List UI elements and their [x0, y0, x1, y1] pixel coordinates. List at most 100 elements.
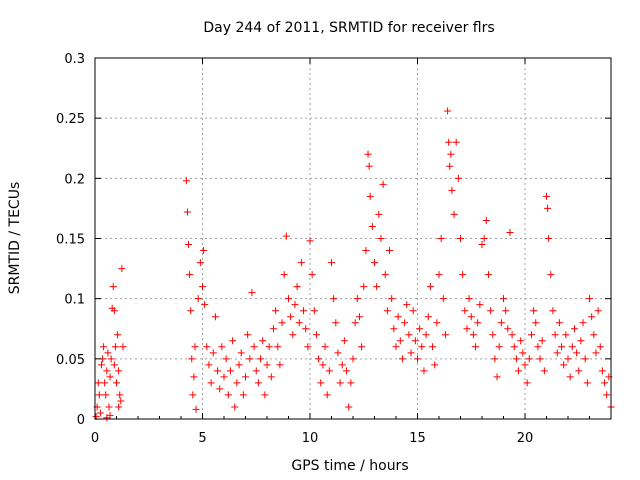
data-point: [444, 107, 452, 115]
data-point: [263, 361, 271, 369]
data-point: [297, 259, 305, 267]
data-point: [487, 307, 495, 315]
data-point: [465, 295, 473, 303]
data-point: [250, 343, 258, 351]
data-point: [115, 367, 123, 375]
data-point: [364, 150, 372, 158]
data-point: [469, 331, 477, 339]
data-point: [330, 295, 338, 303]
data-point: [101, 379, 109, 387]
data-point: [549, 307, 557, 315]
data-point: [407, 349, 415, 357]
y-tick-label: 0.1: [64, 293, 85, 308]
data-point: [583, 379, 591, 387]
data-point: [95, 391, 103, 399]
data-point: [239, 391, 247, 399]
data-point: [365, 162, 373, 170]
data-point: [276, 361, 284, 369]
data-point: [377, 235, 385, 242]
data-point: [190, 373, 198, 381]
data-point: [229, 337, 237, 345]
data-point: [420, 367, 428, 375]
data-point: [459, 271, 467, 279]
x-tick-label: 5: [198, 431, 206, 446]
data-point: [94, 379, 102, 387]
data-point: [205, 361, 213, 369]
data-point: [267, 373, 275, 381]
y-tick-label: 0.25: [56, 112, 85, 127]
data-point: [199, 283, 206, 291]
data-point: [104, 349, 112, 357]
data-point: [478, 241, 486, 249]
data-point: [105, 403, 113, 411]
x-tick-label: 15: [409, 431, 426, 446]
data-point: [463, 325, 471, 333]
data-point: [414, 355, 421, 363]
data-point: [510, 343, 518, 351]
data-point: [110, 361, 118, 369]
data-point: [272, 307, 280, 315]
data-point: [192, 405, 200, 413]
data-point: [345, 403, 353, 411]
data-point: [500, 295, 507, 303]
data-point: [118, 265, 126, 273]
data-point: [540, 367, 548, 375]
data-point: [450, 210, 458, 218]
data-point: [201, 301, 209, 309]
data-point: [220, 373, 228, 381]
data-point: [200, 247, 208, 255]
data-point: [497, 319, 505, 327]
data-point: [183, 208, 191, 216]
data-point: [577, 337, 585, 345]
data-point: [282, 232, 290, 240]
plot-frame: [94, 57, 612, 420]
data-point: [474, 319, 482, 327]
data-point: [265, 343, 273, 351]
data-point: [358, 343, 366, 351]
data-point: [325, 367, 333, 375]
data-point: [308, 271, 316, 279]
data-point: [512, 355, 520, 363]
data-point: [575, 367, 583, 375]
data-point: [467, 313, 475, 321]
data-point: [196, 259, 204, 267]
data-point: [553, 349, 561, 357]
data-point: [368, 222, 376, 230]
tick-label-layer: 0 5 10 15 20 0 0.05 0.1 0.15 0.2 0.25 0.3: [56, 52, 533, 446]
data-point: [317, 379, 325, 387]
data-point: [476, 301, 484, 309]
data-point: [100, 343, 108, 351]
chart-title: Day 244 of 2011, SRMTID for receiver flr…: [203, 20, 494, 36]
data-point: [278, 319, 286, 327]
data-point: [117, 397, 125, 405]
data-point: [383, 307, 391, 315]
data-point: [586, 295, 593, 303]
data-point: [242, 373, 249, 381]
data-point: [102, 391, 110, 399]
data-point: [403, 301, 411, 309]
data-point: [244, 331, 252, 339]
data-point: [603, 391, 611, 399]
data-point: [209, 349, 217, 357]
data-point: [472, 343, 480, 351]
data-point: [97, 361, 105, 369]
data-point: [489, 331, 497, 339]
data-point: [562, 331, 570, 339]
data-point: [191, 343, 199, 351]
data-point: [454, 174, 462, 182]
data-point: [203, 343, 211, 351]
data-point: [435, 271, 443, 279]
data-point: [328, 259, 335, 267]
data-point: [366, 192, 374, 200]
data-point: [371, 259, 378, 267]
data-point: [452, 138, 460, 146]
data-point: [304, 343, 312, 351]
data-point: [538, 337, 546, 345]
data-point: [544, 204, 552, 212]
data-point: [291, 301, 299, 309]
data-point: [207, 379, 215, 387]
y-tick-label: 0.2: [64, 172, 85, 187]
data-point: [113, 379, 120, 387]
x-tick-label: 10: [302, 431, 319, 446]
data-point: [293, 283, 301, 291]
